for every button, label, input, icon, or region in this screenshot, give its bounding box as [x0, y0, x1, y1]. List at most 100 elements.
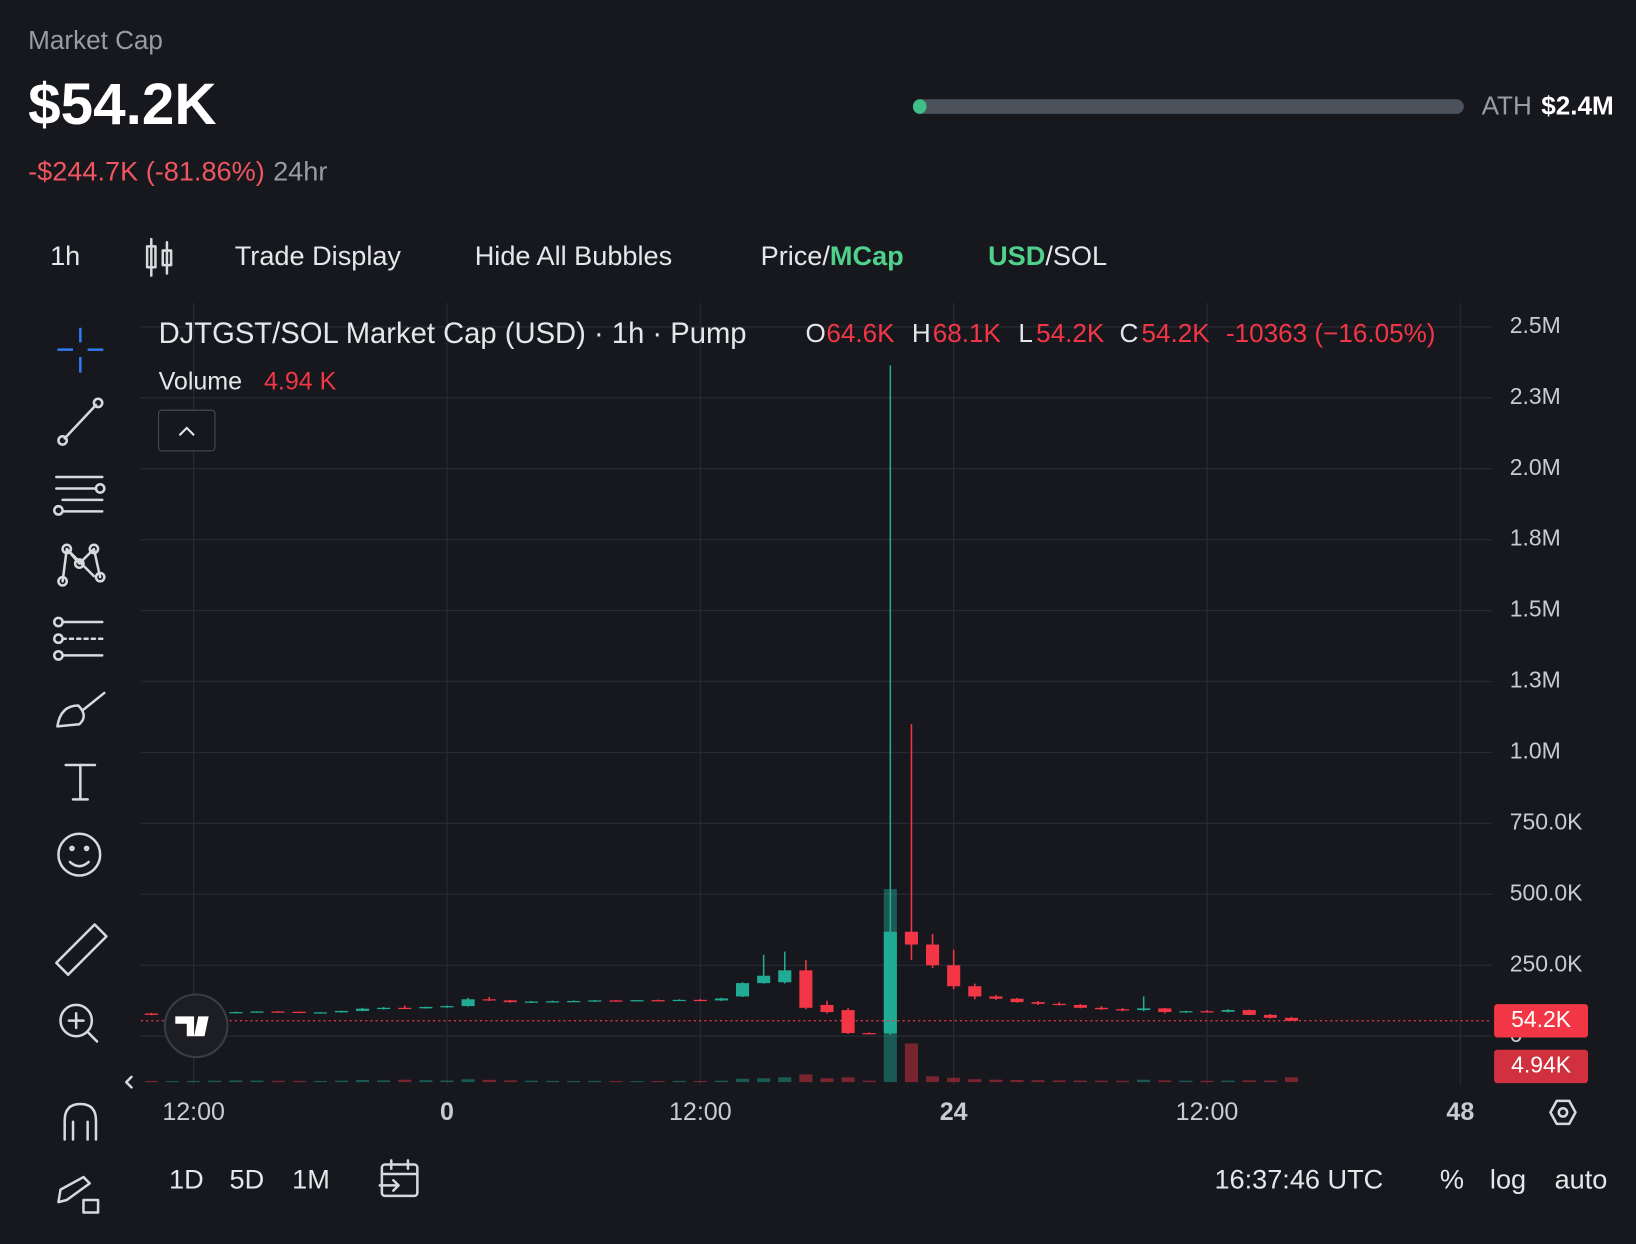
fib-tool[interactable]: [53, 616, 104, 661]
usd-option[interactable]: USD: [988, 240, 1045, 271]
candle-body: [271, 1011, 285, 1013]
volume-bar: [165, 1081, 180, 1083]
volume-bar: [714, 1080, 728, 1083]
interval[interactable]: 1h: [50, 240, 80, 271]
emoji-tool[interactable]: [57, 832, 102, 877]
x-tick-label: 0: [440, 1098, 454, 1126]
y-tick-label: 1.5M: [1510, 596, 1561, 622]
volume-bar: [588, 1080, 602, 1083]
text-tool[interactable]: [64, 763, 97, 801]
lines-tool[interactable]: [53, 475, 106, 516]
logo-mark: [175, 1016, 209, 1037]
crosshair-tool[interactable]: [57, 327, 104, 373]
volume-bar: [757, 1078, 771, 1083]
volume-bar: [820, 1078, 834, 1083]
last-price-tag: [1494, 1004, 1589, 1038]
volume-bar: [144, 1080, 158, 1083]
x-tick-label: 48: [1446, 1098, 1474, 1126]
candle-body: [1137, 1008, 1151, 1011]
volume-bar: [419, 1080, 433, 1083]
ohlc-key: C: [1120, 318, 1139, 348]
magnet-tool[interactable]: [63, 1102, 98, 1141]
candle-body: [1263, 1014, 1277, 1018]
volume-bar: [250, 1080, 264, 1083]
ath: ATH $2.4M: [1482, 91, 1614, 121]
logo[interactable]: [163, 993, 229, 1059]
price-mcap-toggle[interactable]: Price/MCap: [761, 240, 904, 271]
candle-body: [757, 975, 771, 984]
date-range-icon[interactable]: [378, 1159, 419, 1198]
range[interactable]: 1D: [169, 1163, 204, 1194]
candle-body: [926, 944, 940, 966]
clock: 16:37:46 UTC: [1214, 1163, 1383, 1194]
candle-body: [1116, 1009, 1130, 1011]
candle-body: [989, 996, 1003, 999]
volume-bar: [841, 1077, 855, 1083]
x-tick-label: 24: [940, 1098, 968, 1126]
candle-body: [1179, 1011, 1193, 1013]
last-price-label: 54.2K: [1511, 1006, 1572, 1032]
collapse-toolbar[interactable]: [124, 1075, 133, 1089]
candle-body: [503, 1000, 517, 1003]
candle-body: [883, 931, 897, 1034]
scale-option[interactable]: auto: [1555, 1163, 1608, 1194]
volume-bar: [545, 1080, 560, 1083]
volume-bar: [440, 1080, 454, 1083]
price-option[interactable]: Price/: [761, 240, 831, 271]
candle-body: [377, 1007, 391, 1010]
y-tick-label: 1.3M: [1510, 667, 1561, 693]
volume-bar: [1221, 1080, 1235, 1083]
volume-bar: [229, 1080, 243, 1083]
volume-bar: [1073, 1080, 1087, 1083]
trendline-tool[interactable]: [57, 397, 104, 446]
plot: [140, 302, 1493, 1086]
volume-bar: [1200, 1080, 1214, 1083]
candle-body: [1221, 1010, 1235, 1012]
candle-body: [968, 986, 982, 997]
candle-body: [482, 999, 496, 1001]
volume-bar: [778, 1077, 792, 1083]
hide-bubbles[interactable]: Hide All Bubbles: [475, 240, 672, 271]
y-tick-label: 2.3M: [1510, 383, 1561, 409]
volume-bar: [968, 1079, 982, 1083]
range[interactable]: 5D: [230, 1163, 265, 1194]
y-tick-label: 250.0K: [1510, 950, 1583, 976]
candle-body: [545, 1001, 560, 1003]
scale-option[interactable]: %: [1440, 1163, 1464, 1194]
volume-label: Volume: [159, 368, 242, 396]
scale-option[interactable]: log: [1490, 1163, 1526, 1194]
chevron: [178, 426, 195, 436]
candle-body: [778, 970, 792, 983]
volume-bar: [799, 1074, 813, 1083]
sol-option[interactable]: /SOL: [1045, 240, 1107, 271]
candle-body: [250, 1011, 264, 1013]
candle-body: [862, 1033, 876, 1035]
candle-body: [292, 1011, 306, 1014]
change: -10363 (−16.05%): [1226, 318, 1436, 348]
volume-bar: [334, 1080, 348, 1083]
y-tick-label: 2.5M: [1510, 312, 1561, 338]
volume-bar: [989, 1079, 1003, 1083]
volume-bar: [271, 1080, 285, 1083]
candle-icon[interactable]: [145, 237, 173, 277]
currency-toggle[interactable]: USD/SOL: [988, 240, 1107, 271]
candle-body: [693, 999, 707, 1002]
candle-body: [419, 1006, 433, 1009]
ath-label: ATH: [1482, 91, 1532, 121]
legend-collapse[interactable]: [158, 409, 216, 452]
candle-body: [440, 1006, 454, 1008]
ruler-tool[interactable]: [55, 923, 108, 976]
lock-draw-tool[interactable]: [57, 1175, 100, 1214]
zoom-tool[interactable]: [59, 1003, 99, 1043]
trade-display[interactable]: Trade Display: [235, 240, 402, 271]
y-tick-label: 1.8M: [1510, 525, 1561, 551]
range[interactable]: 1M: [292, 1163, 330, 1194]
ath-progress-track: [912, 99, 1464, 114]
mcap-option[interactable]: MCap: [830, 240, 904, 271]
settings-icon[interactable]: [1549, 1099, 1577, 1126]
pattern-tool[interactable]: [57, 543, 106, 587]
brush-tool[interactable]: [56, 691, 106, 728]
volume-bar: [651, 1080, 665, 1083]
volume-bar: [609, 1080, 623, 1083]
volume-bar: [735, 1078, 750, 1083]
